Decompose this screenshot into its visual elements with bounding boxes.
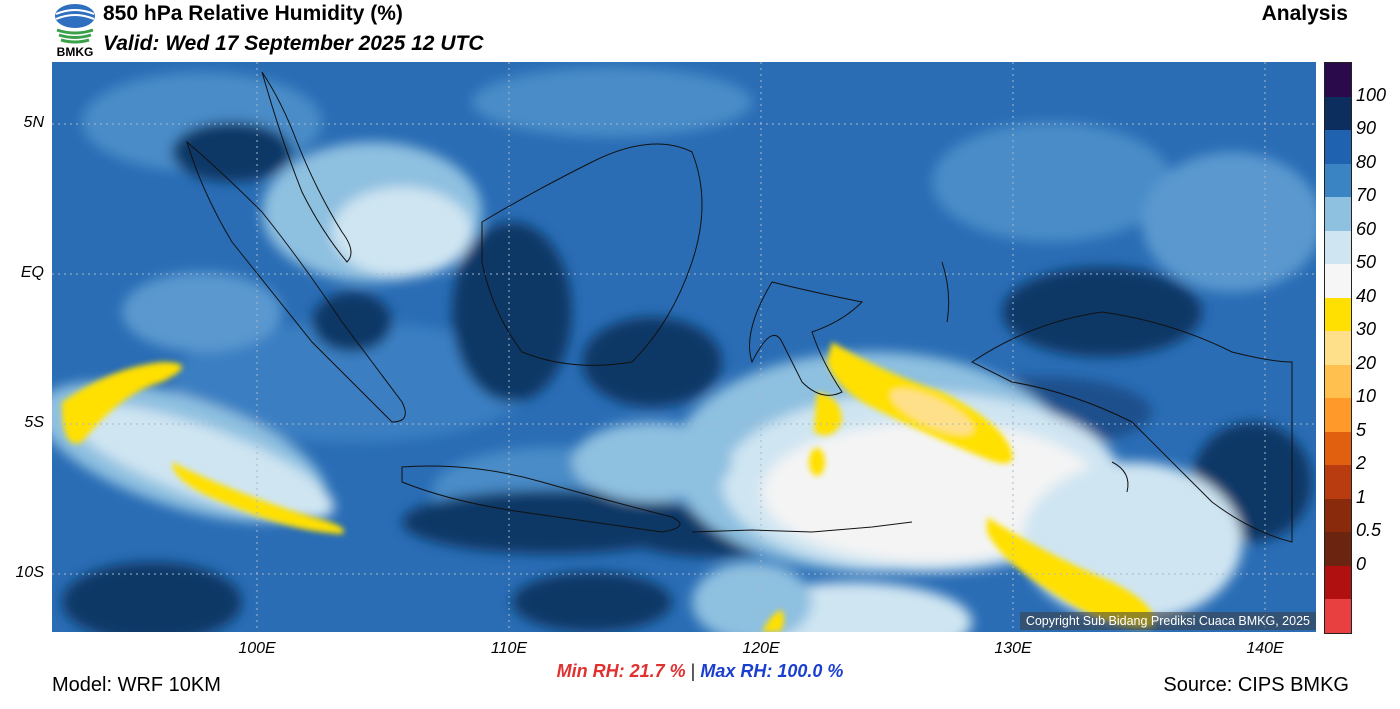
- legend-swatch: [1325, 364, 1351, 399]
- map-gridlines: [52, 62, 1316, 632]
- lon-label-120e: 120E: [742, 640, 780, 657]
- legend-swatch: [1325, 532, 1351, 567]
- legend-label: 80: [1356, 151, 1377, 172]
- legend-label: 70: [1356, 185, 1377, 206]
- humidity-map: [52, 62, 1316, 632]
- chart-title: 850 hPa Relative Humidity (%): [103, 2, 403, 25]
- analysis-label: Analysis: [1261, 2, 1348, 25]
- legend-swatch: [1325, 63, 1351, 97]
- legend-label: 60: [1356, 218, 1377, 239]
- legend-label: 0: [1356, 553, 1367, 574]
- coastlines: [186, 71, 1293, 543]
- lon-label-130e: 130E: [994, 640, 1032, 657]
- legend-label: 5: [1356, 419, 1367, 440]
- copyright-notice: Copyright Sub Bidang Prediksi Cuaca BMKG…: [1019, 612, 1316, 630]
- logo-text: BMKG: [56, 45, 94, 59]
- legend-label: 50: [1356, 252, 1377, 273]
- valid-time: Valid: Wed 17 September 2025 12 UTC: [103, 32, 484, 55]
- rh-stats: Min RH: 21.7 % | Max RH: 100.0 %: [0, 661, 1400, 682]
- legend-swatch: [1325, 599, 1351, 634]
- legend-swatch: [1325, 398, 1351, 433]
- legend-swatch: [1325, 230, 1351, 265]
- bmkg-logo: BMKG: [52, 2, 98, 60]
- lon-label-140e: 140E: [1246, 640, 1284, 657]
- legend-swatch: [1325, 96, 1351, 131]
- model-label: Model: WRF 10KM: [52, 674, 221, 696]
- legend-swatch: [1325, 297, 1351, 332]
- legend-swatch: [1325, 465, 1351, 500]
- legend-swatch: [1325, 331, 1351, 366]
- humidity-field: [52, 67, 1316, 632]
- legend-swatch: [1325, 130, 1351, 165]
- legend-swatch: [1325, 498, 1351, 533]
- lat-label-eq: EQ: [20, 264, 44, 281]
- dry-bands: [62, 342, 1154, 632]
- legend-label: 20: [1356, 352, 1377, 373]
- max-rh: Max RH: 100.0 %: [700, 661, 844, 681]
- legend-swatch: [1325, 431, 1351, 466]
- legend-label: 10: [1356, 386, 1377, 407]
- lon-label-110e: 110E: [490, 640, 528, 657]
- legend-swatch: [1325, 565, 1351, 600]
- legend-label: 30: [1356, 319, 1377, 340]
- legend-label: 40: [1356, 285, 1377, 306]
- source-label: Source: CIPS BMKG: [1163, 674, 1349, 696]
- legend-swatch: [1325, 163, 1351, 198]
- lon-label-100e: 100E: [238, 640, 276, 657]
- legend-swatch: [1325, 197, 1351, 232]
- min-rh: Min RH: 21.7 %: [556, 661, 686, 681]
- lat-label-10s: 10S: [15, 564, 44, 581]
- stats-separator: |: [690, 661, 696, 681]
- legend-label: 100: [1356, 84, 1387, 105]
- lat-label-5s: 5S: [24, 414, 44, 431]
- legend-label: 2: [1356, 453, 1367, 474]
- legend-swatch: [1325, 264, 1351, 299]
- legend-label: 90: [1356, 118, 1377, 139]
- legend-label: 0.5: [1356, 520, 1382, 541]
- legend-label: 1: [1356, 486, 1367, 507]
- lat-label-5n: 5N: [23, 114, 44, 131]
- color-legend: [1324, 62, 1352, 634]
